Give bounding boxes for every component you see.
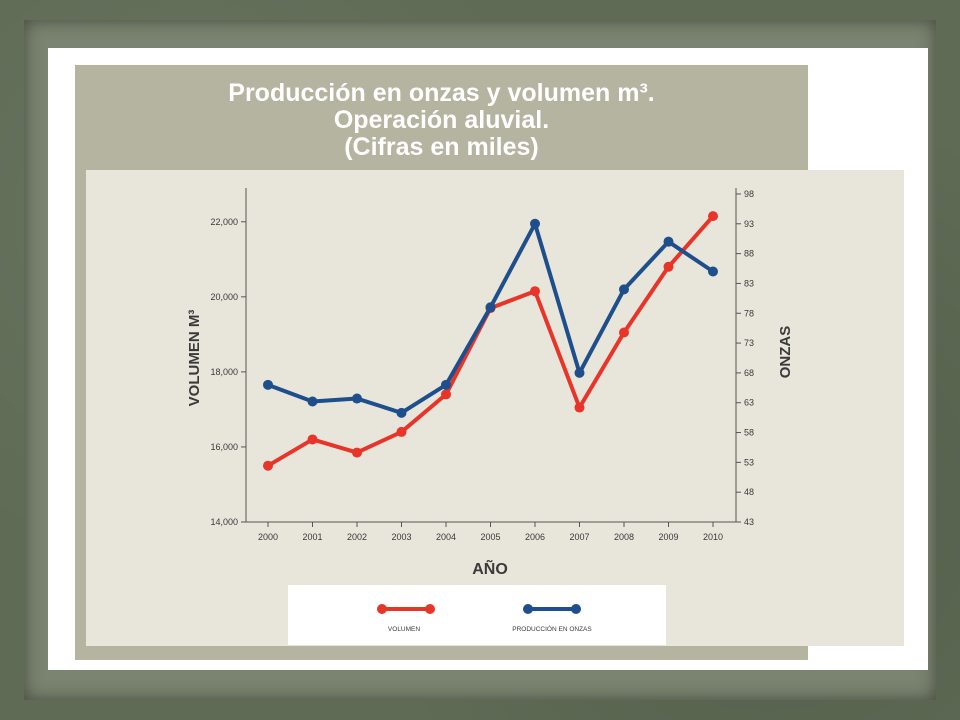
data-point-volumen bbox=[396, 426, 407, 437]
data-point-onzas bbox=[263, 379, 273, 390]
legend-box bbox=[288, 585, 666, 645]
data-point-onzas bbox=[530, 218, 540, 229]
chart-panel bbox=[86, 170, 904, 646]
x-tick-label: 2010 bbox=[703, 532, 723, 542]
y-right-tick-label: 83 bbox=[744, 278, 754, 288]
y-right-tick-label: 73 bbox=[744, 338, 754, 348]
x-tick-label: 2002 bbox=[347, 532, 367, 542]
legend-marker-volumen bbox=[425, 604, 435, 614]
data-point-onzas bbox=[663, 236, 674, 247]
x-tick-label: 2003 bbox=[391, 532, 411, 542]
y-right-tick-label: 43 bbox=[744, 517, 754, 527]
data-point-onzas bbox=[396, 407, 407, 418]
data-point-volumen bbox=[530, 286, 540, 297]
y-left-axis-title: VOLUMEN M³ bbox=[186, 310, 203, 407]
data-point-onzas bbox=[708, 266, 718, 277]
y-right-tick-label: 53 bbox=[744, 457, 754, 467]
data-point-volumen bbox=[263, 460, 273, 471]
x-tick-label: 2006 bbox=[525, 532, 545, 542]
y-right-tick-label: 68 bbox=[744, 368, 754, 378]
legend-marker-onzas bbox=[523, 604, 533, 614]
y-right-tick-label: 98 bbox=[744, 189, 754, 199]
data-point-onzas bbox=[441, 379, 451, 390]
y-right-tick-label: 58 bbox=[744, 428, 754, 438]
x-tick-label: 2007 bbox=[569, 532, 589, 542]
series-line-volumen bbox=[266, 214, 715, 468]
data-point-volumen bbox=[352, 447, 362, 458]
chart-title-line-1: Producción en onzas y volumen m³. bbox=[228, 79, 655, 107]
y-right-tick-label: 88 bbox=[744, 249, 754, 259]
chart-title-line-2: Operación aluvial. bbox=[333, 106, 550, 134]
data-point-onzas bbox=[352, 393, 362, 404]
data-point-volumen bbox=[441, 389, 451, 400]
data-point-onzas bbox=[307, 396, 318, 407]
y-left-tick-label: 18,000 bbox=[210, 367, 238, 377]
legend-marker-volumen bbox=[377, 604, 387, 614]
y-left-tick-label: 20,000 bbox=[210, 292, 238, 302]
legend-label-onzas: PRODUCCIÓN EN ONZAS bbox=[512, 624, 592, 633]
data-point-volumen bbox=[307, 434, 318, 445]
y-right-tick-label: 48 bbox=[744, 487, 754, 497]
data-point-volumen bbox=[619, 327, 629, 338]
x-tick-label: 2001 bbox=[302, 532, 322, 542]
x-axis-title: AÑO bbox=[472, 558, 508, 578]
y-right-axis-title: ONZAS bbox=[777, 326, 794, 379]
legend-label-volumen: VOLUMEN bbox=[388, 626, 420, 633]
x-tick-label: 2005 bbox=[480, 532, 500, 542]
data-point-onzas bbox=[619, 284, 629, 295]
data-point-volumen bbox=[708, 211, 718, 222]
data-point-onzas bbox=[574, 367, 585, 378]
y-left-tick-label: 16,000 bbox=[210, 442, 238, 452]
legend-marker-onzas bbox=[571, 604, 581, 614]
series-line-onzas bbox=[266, 221, 715, 415]
y-left-tick-label: 22,000 bbox=[210, 217, 238, 227]
data-point-volumen bbox=[574, 402, 585, 413]
x-tick-label: 2008 bbox=[614, 532, 634, 542]
x-tick-label: 2000 bbox=[258, 532, 278, 542]
x-tick-label: 2004 bbox=[436, 532, 456, 542]
y-right-tick-label: 78 bbox=[744, 308, 754, 318]
data-point-volumen bbox=[663, 261, 674, 272]
y-right-tick-label: 93 bbox=[744, 219, 754, 229]
y-right-tick-label: 63 bbox=[744, 398, 754, 408]
x-tick-label: 2009 bbox=[658, 532, 678, 542]
chart-title-line-3: (Cifras en miles) bbox=[344, 133, 539, 161]
chart-title: Producción en onzas y volumen m³. Operac… bbox=[75, 80, 808, 161]
data-point-onzas bbox=[485, 302, 496, 313]
y-left-tick-label: 14,000 bbox=[210, 517, 238, 527]
